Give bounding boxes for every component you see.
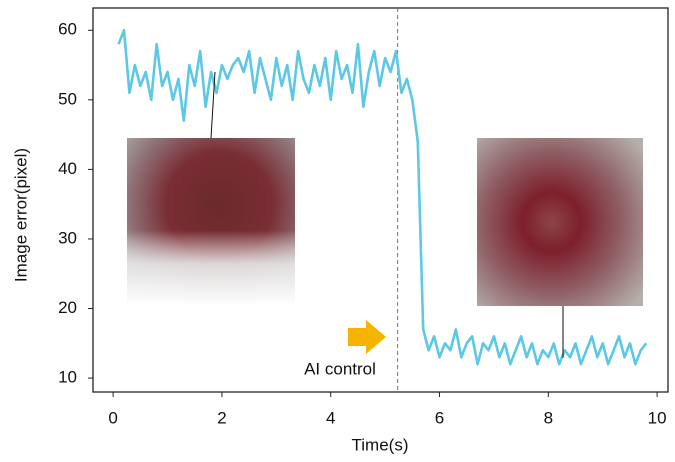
photo-after: [477, 138, 643, 306]
line: [117, 28, 648, 366]
x-axis-label: Time(s): [352, 435, 409, 454]
connector: [210, 71, 216, 139]
y-tick-label: 50: [58, 89, 77, 108]
x-tick-label: 10: [648, 408, 667, 427]
plot-frame: [92, 7, 669, 393]
x-tick-label: 4: [326, 408, 335, 427]
y-tick-label: 40: [58, 159, 77, 178]
y-tick-label: 10: [58, 368, 77, 387]
y-axis-label: Image error(pixel): [11, 148, 30, 282]
y-tick-label: 20: [58, 298, 77, 317]
y-tick-label: 30: [58, 228, 77, 247]
photos: [127, 71, 643, 358]
x-tick-label: 0: [108, 408, 117, 427]
photo-glare: [127, 138, 295, 306]
y-tick-label: 60: [58, 20, 77, 39]
x-tick-label: 8: [544, 408, 553, 427]
x-tick-label: 6: [435, 408, 444, 427]
arrow: [348, 320, 386, 354]
x-tick-label: 2: [217, 408, 226, 427]
annotation: AI control: [304, 359, 376, 378]
